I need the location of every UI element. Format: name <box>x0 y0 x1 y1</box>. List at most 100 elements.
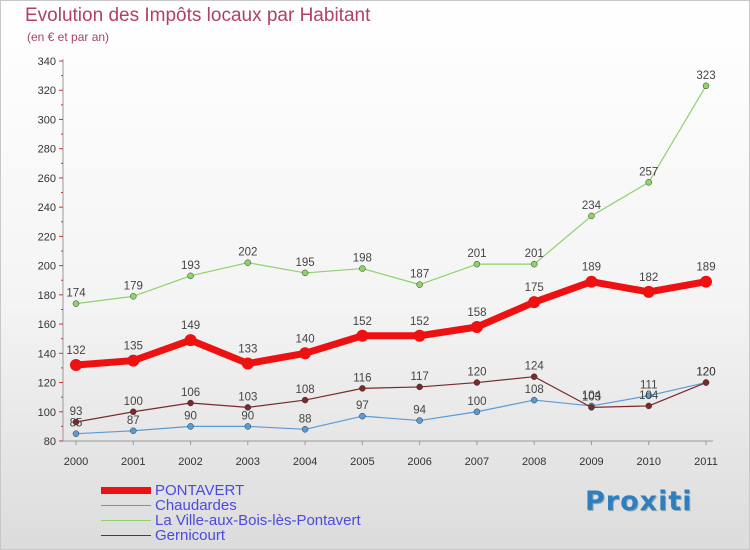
point-gernicourt-2004 <box>301 396 309 404</box>
point-pontavert-2004 <box>299 347 312 360</box>
data-label-la-ville-aux-bois-l-s-pontavert-2010: 257 <box>639 166 658 178</box>
y-tick-label-180: 180 <box>38 290 56 302</box>
y-tick-label-280: 280 <box>38 144 56 156</box>
legend-swatch-la-ville-aux-bois <box>101 520 151 521</box>
point-pontavert-2002 <box>184 334 197 347</box>
point-pontavert-2001 <box>127 354 140 367</box>
x-tick-label-2001: 2001 <box>121 456 145 468</box>
point-gernicourt-2001 <box>130 408 137 416</box>
data-label-pontavert-2006: 152 <box>410 316 429 328</box>
proxiti-logo: Proxiti <box>585 486 693 517</box>
point-la-ville-aux-bois-l-s-pontavert-2011 <box>702 82 710 90</box>
data-label-la-ville-aux-bois-l-s-pontavert-2004: 195 <box>295 257 314 269</box>
data-label-pontavert-2001: 135 <box>124 341 143 353</box>
legend-label-chaudardes: Chaudardes <box>155 497 237 514</box>
point-pontavert-2007 <box>470 321 483 333</box>
data-label-gernicourt-2004: 108 <box>295 384 314 396</box>
y-tick-label-160: 160 <box>38 319 56 331</box>
point-chaudardes-2010 <box>645 392 652 399</box>
point-la-ville-aux-bois-l-s-pontavert-2005 <box>359 265 366 272</box>
point-chaudardes-2008 <box>530 396 538 404</box>
data-label-gernicourt-2002: 106 <box>181 387 200 399</box>
y-tick-label-220: 220 <box>38 231 56 243</box>
point-la-ville-aux-bois-l-s-pontavert-2009 <box>588 212 595 220</box>
data-label-chaudardes-2009: 104 <box>582 390 602 402</box>
x-tick-label-2009: 2009 <box>579 456 603 468</box>
point-la-ville-aux-bois-l-s-pontavert-2001 <box>130 293 137 300</box>
point-gernicourt-2000 <box>72 418 80 426</box>
data-label-gernicourt-2009: 103 <box>582 391 601 403</box>
point-chaudardes-2005 <box>359 412 366 420</box>
point-la-ville-aux-bois-l-s-pontavert-2004 <box>301 269 309 277</box>
chart-subtitle: (en € et par an) <box>27 30 110 44</box>
point-chaudardes-2002 <box>187 423 194 430</box>
legend-swatch-chaudardes <box>101 505 151 506</box>
point-chaudardes-2000 <box>72 430 80 437</box>
point-chaudardes-2003 <box>244 423 252 430</box>
data-label-pontavert-2003: 133 <box>238 344 257 356</box>
data-label-gernicourt-2008: 124 <box>525 361 545 373</box>
data-label-pontavert-2004: 140 <box>295 333 314 345</box>
chart-title: Evolution des Impôts locaux par Habitant <box>25 5 371 26</box>
x-tick-label-2006: 2006 <box>407 456 431 468</box>
point-gernicourt-2011 <box>702 379 710 386</box>
data-label-gernicourt-2011: 120 <box>696 367 715 379</box>
point-gernicourt-2009 <box>588 404 595 411</box>
x-tick-label-2003: 2003 <box>236 456 260 468</box>
y-tick-label-80: 80 <box>44 436 56 448</box>
x-tick-label-2011: 2011 <box>694 456 718 468</box>
point-gernicourt-2005 <box>359 385 366 392</box>
data-label-chaudardes-2001: 87 <box>127 415 140 427</box>
point-pontavert-2003 <box>241 357 254 370</box>
point-pontavert-2011 <box>700 275 712 288</box>
point-gernicourt-2007 <box>473 379 481 386</box>
data-label-pontavert-2011: 189 <box>696 262 715 274</box>
data-label-la-ville-aux-bois-l-s-pontavert-2000: 174 <box>66 288 86 300</box>
y-tick-label-200: 200 <box>38 261 56 273</box>
data-label-chaudardes-2006: 94 <box>413 405 426 417</box>
data-label-chaudardes-2005: 97 <box>356 400 369 412</box>
data-label-la-ville-aux-bois-l-s-pontavert-2007: 201 <box>467 248 486 260</box>
y-tick-label-320: 320 <box>38 85 56 97</box>
x-tick-label-2002: 2002 <box>178 456 202 468</box>
x-tick-label-2007: 2007 <box>465 456 489 468</box>
data-label-la-ville-aux-bois-l-s-pontavert-2006: 187 <box>410 269 429 281</box>
x-tick-label-2000: 2000 <box>64 456 88 468</box>
line-chart: 80 100 120 140 160 180 200 220 240 260 280 300 320 34… <box>38 56 718 468</box>
x-tick-label-2010: 2010 <box>636 456 660 468</box>
data-label-gernicourt-2010: 104 <box>639 390 659 402</box>
data-label-la-ville-aux-bois-l-s-pontavert-2011: 323 <box>696 70 715 82</box>
data-label-gernicourt-2006: 117 <box>410 371 428 383</box>
data-label-la-ville-aux-bois-l-s-pontavert-2009: 234 <box>582 200 602 212</box>
y-tick-label-100: 100 <box>38 407 56 419</box>
point-pontavert-2005 <box>356 329 369 342</box>
data-label-chaudardes-2002: 90 <box>184 410 197 422</box>
point-gernicourt-2006 <box>416 383 423 391</box>
x-tick-label-2008: 2008 <box>522 456 546 468</box>
data-label-pontavert-2007: 158 <box>467 307 486 319</box>
legend-swatch-pontavert <box>101 487 151 494</box>
point-gernicourt-2008 <box>530 373 538 380</box>
data-label-gernicourt-2005: 116 <box>353 372 371 384</box>
y-tick-label-140: 140 <box>38 348 56 360</box>
data-label-la-ville-aux-bois-l-s-pontavert-2003: 202 <box>238 247 257 259</box>
data-label-chaudardes-2003: 90 <box>241 410 254 422</box>
data-label-pontavert-2009: 189 <box>582 262 601 274</box>
point-la-ville-aux-bois-l-s-pontavert-2003 <box>244 259 252 266</box>
data-label-chaudardes-2007: 100 <box>467 396 486 408</box>
point-chaudardes-2001 <box>130 427 137 435</box>
point-la-ville-aux-bois-l-s-pontavert-2010 <box>645 179 652 186</box>
point-la-ville-aux-bois-l-s-pontavert-2008 <box>530 260 538 268</box>
y-tick-label-340: 340 <box>38 56 56 68</box>
legend-swatch-gernicourt <box>101 535 151 536</box>
data-label-chaudardes-2010: 111 <box>640 380 657 392</box>
data-label-chaudardes-2008: 108 <box>525 384 544 396</box>
data-label-la-ville-aux-bois-l-s-pontavert-2008: 201 <box>525 248 544 260</box>
legend-label-la-ville-aux-bois: La Ville-aux-Bois-lès-Pontavert <box>155 512 361 529</box>
series-line-gernicourt <box>75 376 707 423</box>
point-la-ville-aux-bois-l-s-pontavert-2000 <box>72 300 80 307</box>
point-gernicourt-2010 <box>645 402 652 410</box>
point-gernicourt-2003 <box>244 404 252 411</box>
legend-label-pontavert: PONTAVERT <box>155 482 245 499</box>
legend-label-gernicourt: Gernicourt <box>155 527 226 544</box>
